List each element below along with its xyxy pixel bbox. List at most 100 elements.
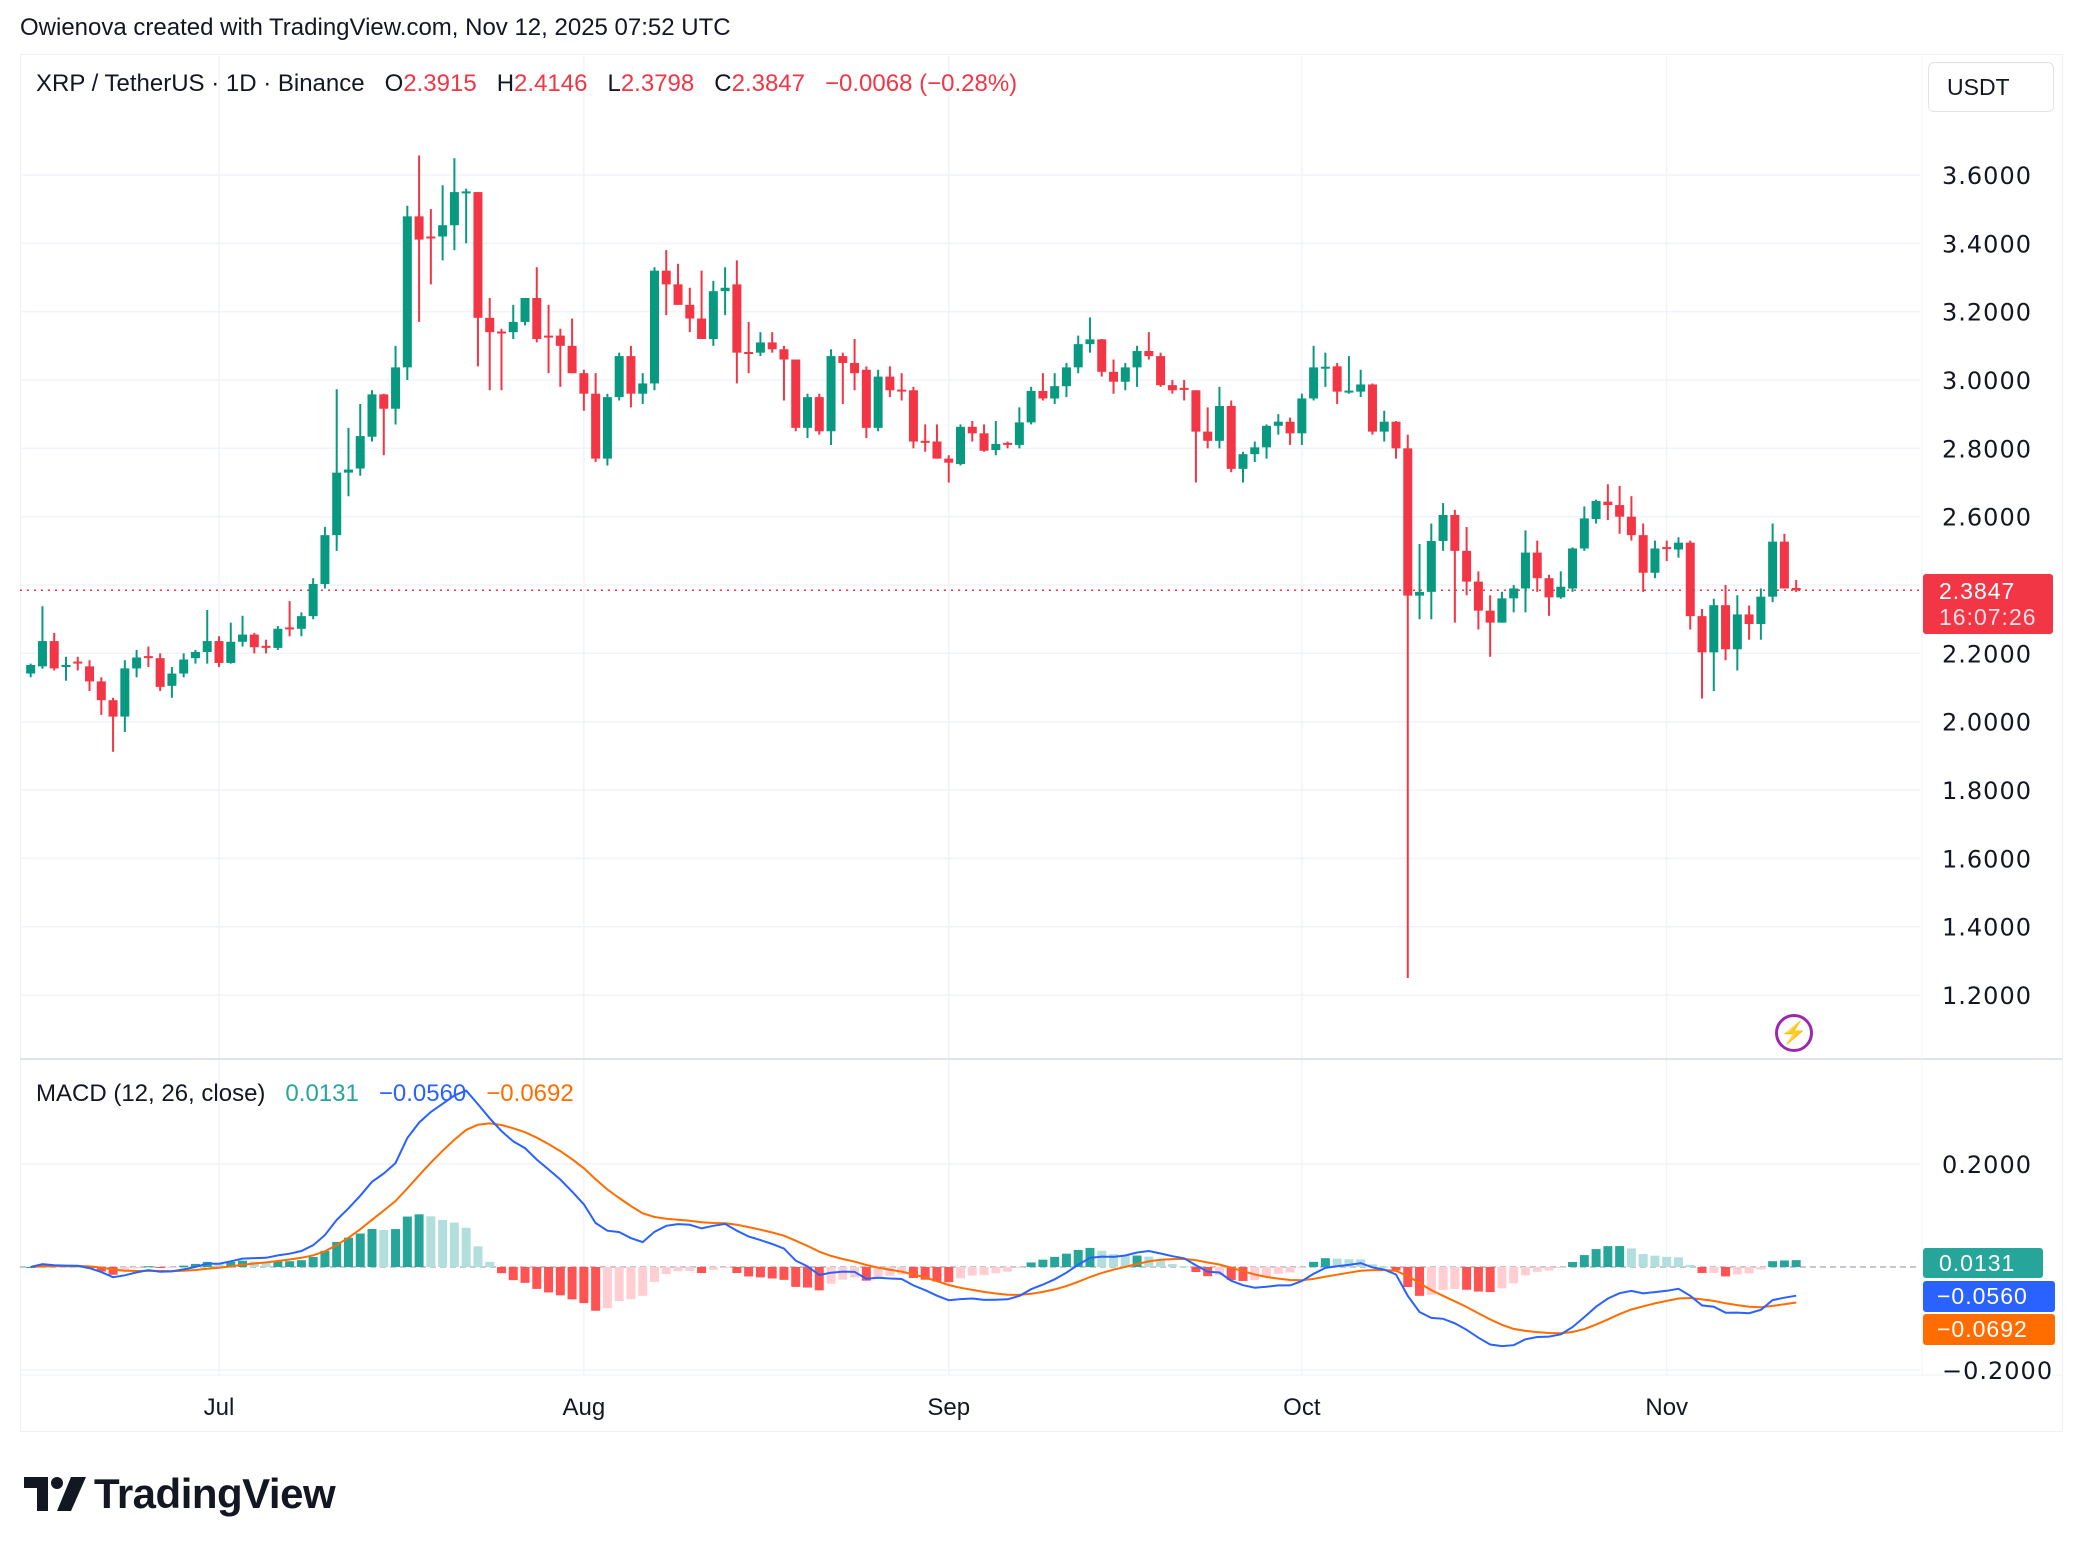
candle[interactable]	[1603, 484, 1613, 521]
candle[interactable]	[1120, 362, 1130, 391]
candle[interactable]	[1768, 523, 1778, 603]
candle[interactable]	[238, 615, 248, 647]
candle[interactable]	[779, 345, 789, 401]
candle[interactable]	[944, 455, 954, 483]
candle[interactable]	[1203, 407, 1213, 449]
candle[interactable]	[661, 250, 671, 316]
candle[interactable]	[1438, 503, 1448, 551]
candle[interactable]	[473, 192, 483, 367]
candle[interactable]	[873, 369, 883, 432]
candle[interactable]	[1732, 595, 1742, 671]
candle[interactable]	[320, 526, 330, 589]
candle[interactable]	[155, 653, 165, 691]
candle[interactable]	[838, 352, 848, 404]
candle[interactable]	[555, 328, 565, 387]
candle[interactable]	[1415, 544, 1425, 620]
candle[interactable]	[1673, 537, 1683, 558]
candle[interactable]	[1273, 414, 1283, 435]
candle[interactable]	[850, 339, 860, 391]
candle[interactable]	[190, 649, 200, 664]
candle[interactable]	[402, 205, 412, 381]
candle[interactable]	[1320, 352, 1330, 387]
candle[interactable]	[1179, 380, 1189, 401]
candle[interactable]	[932, 424, 942, 459]
candle[interactable]	[214, 636, 224, 668]
candle[interactable]	[179, 653, 189, 678]
candle[interactable]	[1309, 345, 1319, 401]
candle[interactable]	[343, 427, 353, 497]
candle[interactable]	[803, 393, 812, 439]
candle[interactable]	[1250, 441, 1260, 463]
candle[interactable]	[1462, 526, 1472, 596]
candle[interactable]	[1756, 588, 1766, 640]
candle[interactable]	[61, 656, 71, 681]
candle[interactable]	[956, 424, 966, 466]
candle[interactable]	[1367, 383, 1377, 435]
candle[interactable]	[520, 298, 530, 326]
candle[interactable]	[602, 393, 612, 466]
candle[interactable]	[1214, 386, 1224, 449]
candle[interactable]	[1426, 523, 1436, 620]
candle[interactable]	[1003, 441, 1013, 449]
candle[interactable]	[285, 601, 295, 637]
candle[interactable]	[1685, 540, 1695, 630]
candle[interactable]	[1262, 424, 1272, 459]
candle[interactable]	[108, 697, 118, 752]
currency-button[interactable]: USDT	[1928, 62, 2054, 112]
candle[interactable]	[1403, 434, 1413, 978]
candle[interactable]	[49, 632, 59, 671]
candle[interactable]	[496, 328, 506, 391]
candle[interactable]	[1344, 356, 1354, 394]
candle[interactable]	[1638, 523, 1648, 592]
candle[interactable]	[967, 421, 977, 442]
candle[interactable]	[485, 298, 495, 391]
candle[interactable]	[261, 639, 271, 654]
candle[interactable]	[1532, 540, 1542, 592]
candle[interactable]	[296, 612, 306, 637]
candle[interactable]	[1544, 574, 1554, 616]
macd-title[interactable]: MACD (12, 26, close)	[36, 1080, 266, 1107]
candle[interactable]	[1038, 373, 1048, 401]
candle[interactable]	[720, 267, 730, 316]
candle[interactable]	[1026, 386, 1036, 425]
candle[interactable]	[885, 366, 895, 398]
candle[interactable]	[1109, 359, 1119, 394]
candle[interactable]	[379, 393, 389, 456]
candle[interactable]	[544, 304, 554, 374]
tradingview-logo[interactable]: TradingView	[24, 1470, 336, 1518]
candle[interactable]	[1450, 509, 1460, 623]
candle[interactable]	[1509, 585, 1519, 613]
candle[interactable]	[979, 424, 989, 452]
candle[interactable]	[1615, 485, 1625, 534]
candle[interactable]	[1579, 506, 1589, 551]
candle[interactable]	[1097, 339, 1107, 377]
candle[interactable]	[1791, 580, 1801, 592]
candle[interactable]	[744, 321, 754, 374]
candle[interactable]	[1721, 585, 1731, 661]
candle[interactable]	[861, 366, 871, 439]
candle[interactable]	[1050, 373, 1060, 404]
candle[interactable]	[461, 188, 471, 244]
candle[interactable]	[96, 677, 106, 715]
candle[interactable]	[508, 304, 518, 340]
candle[interactable]	[767, 332, 777, 353]
candle[interactable]	[567, 318, 577, 374]
candle[interactable]	[1285, 417, 1295, 445]
candle[interactable]	[1379, 410, 1389, 442]
candle[interactable]	[132, 649, 142, 678]
symbol-name[interactable]: XRP / TetherUS · 1D · Binance	[36, 70, 365, 97]
candle[interactable]	[579, 369, 589, 411]
candle[interactable]	[591, 373, 601, 463]
candle[interactable]	[37, 606, 47, 669]
lightning-bolt-icon[interactable]: ⚡	[1775, 1014, 1813, 1052]
candle[interactable]	[1332, 362, 1342, 404]
candle[interactable]	[626, 345, 636, 408]
candle[interactable]	[1238, 451, 1248, 483]
candle[interactable]	[685, 287, 695, 333]
candle[interactable]	[438, 185, 448, 261]
candle[interactable]	[426, 209, 436, 285]
candle[interactable]	[991, 421, 1001, 456]
candle[interactable]	[1073, 335, 1083, 374]
candle[interactable]	[355, 403, 365, 476]
candle[interactable]	[1156, 352, 1166, 387]
